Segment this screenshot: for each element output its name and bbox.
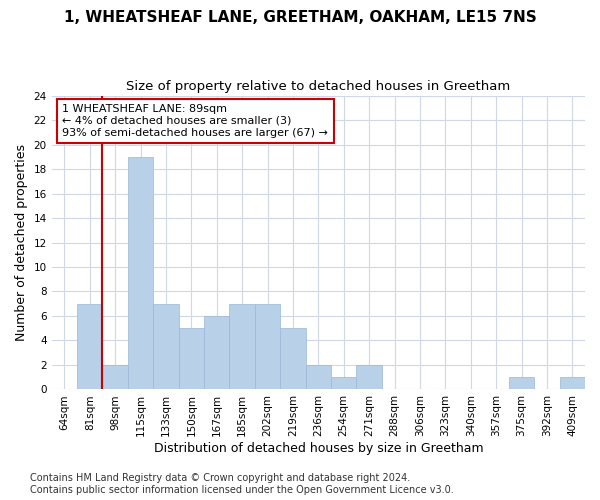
Y-axis label: Number of detached properties: Number of detached properties [15, 144, 28, 341]
Text: Contains HM Land Registry data © Crown copyright and database right 2024.
Contai: Contains HM Land Registry data © Crown c… [30, 474, 454, 495]
Title: Size of property relative to detached houses in Greetham: Size of property relative to detached ho… [126, 80, 511, 93]
Bar [204, 316, 229, 390]
X-axis label: Distribution of detached houses by size in Greetham: Distribution of detached houses by size … [154, 442, 483, 455]
Bar [153, 304, 179, 390]
Bar [179, 328, 204, 390]
Bar [77, 304, 103, 390]
Bar [280, 328, 305, 390]
Bar [305, 365, 331, 390]
Text: 1, WHEATSHEAF LANE, GREETHAM, OAKHAM, LE15 7NS: 1, WHEATSHEAF LANE, GREETHAM, OAKHAM, LE… [64, 10, 536, 25]
Bar [229, 304, 255, 390]
Bar [560, 377, 585, 390]
Bar [331, 377, 356, 390]
Bar [356, 365, 382, 390]
Bar [103, 365, 128, 390]
Bar [255, 304, 280, 390]
Bar [509, 377, 534, 390]
Text: 1 WHEATSHEAF LANE: 89sqm
← 4% of detached houses are smaller (3)
93% of semi-det: 1 WHEATSHEAF LANE: 89sqm ← 4% of detache… [62, 104, 328, 138]
Bar [128, 157, 153, 390]
